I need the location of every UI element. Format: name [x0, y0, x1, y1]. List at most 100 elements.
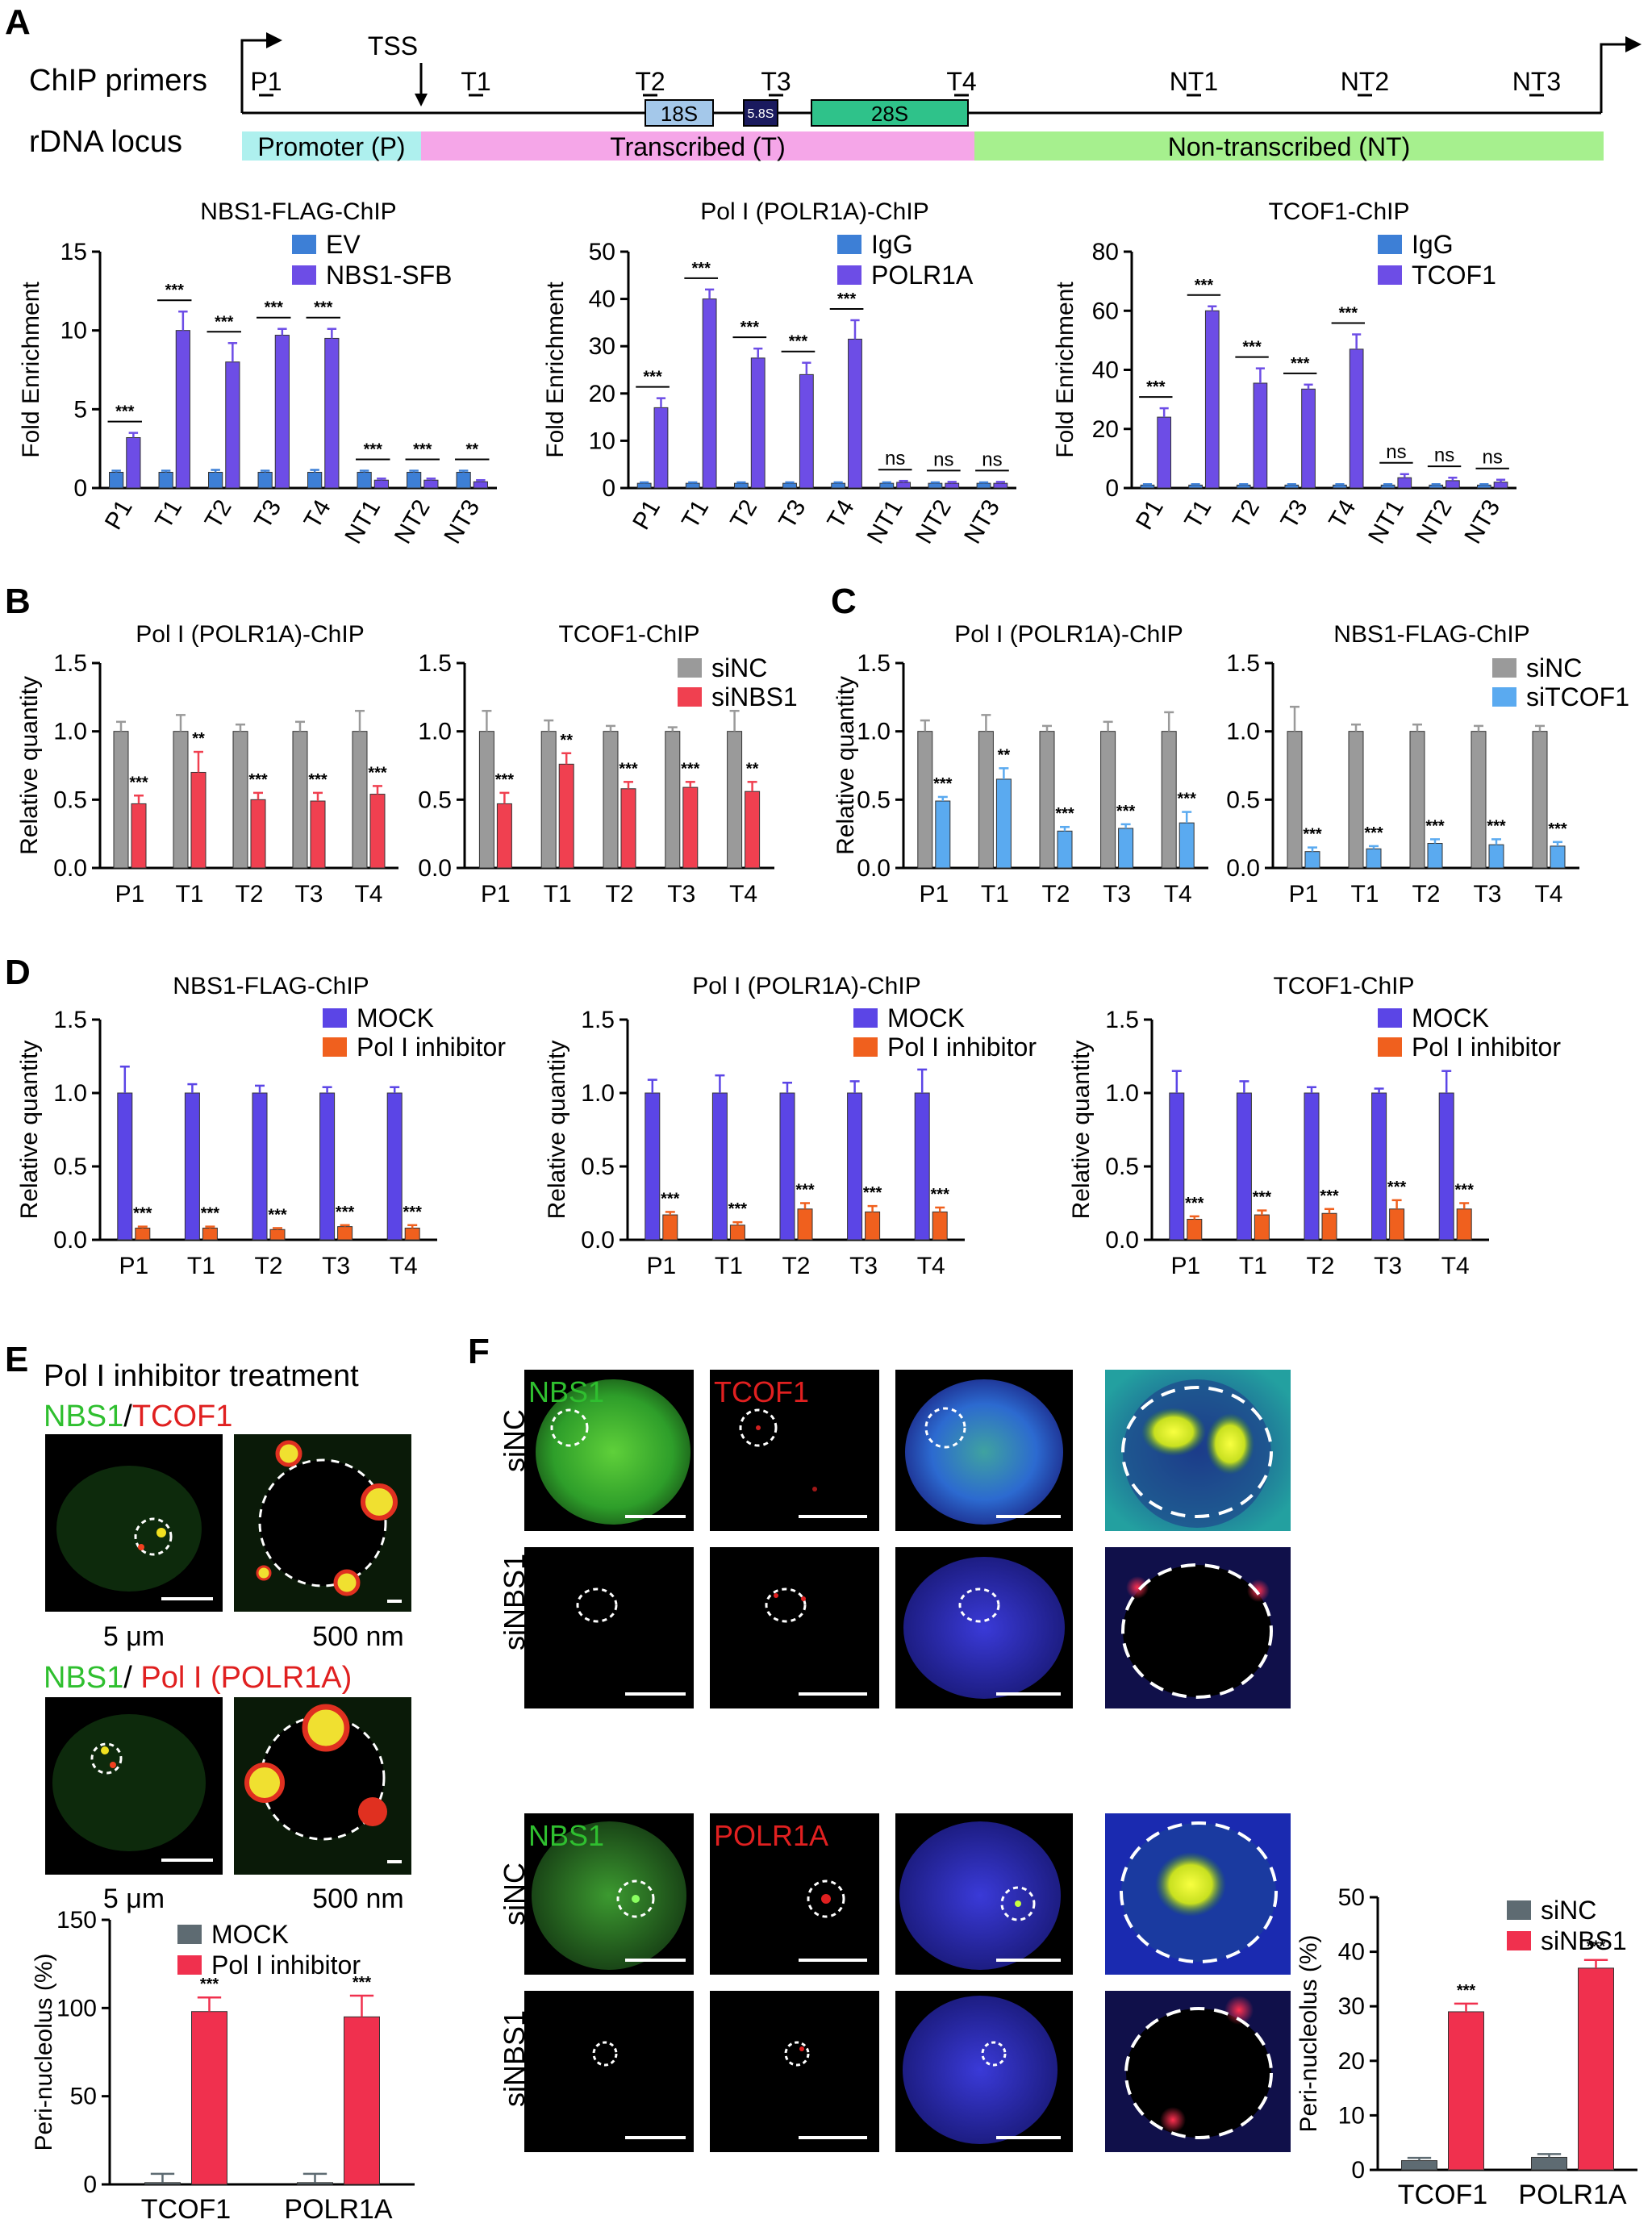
x-tick-label: P1: [919, 881, 949, 907]
x-tick-label: T2: [1306, 1253, 1334, 1279]
x-tick-label: T3: [322, 1253, 350, 1279]
tss-label: TSS: [368, 31, 418, 60]
f-r1-nbs1-nucleus: [536, 1379, 690, 1525]
significance-label: ***: [1457, 1982, 1476, 2000]
bar-control: [173, 731, 189, 869]
y-tick-label: 0.0: [581, 1227, 615, 1254]
panel-label-d: D: [5, 953, 31, 992]
bar-treatment: [1550, 845, 1566, 869]
panel-e-label1: NBS1/TCOF1: [44, 1400, 232, 1433]
bar-treatment: [935, 800, 951, 869]
bar-treatment: [896, 482, 912, 489]
chart-c2-nbs1-flag-chip: NBS1-FLAG-ChIP 0.0 0.5 1.0 1.5 *** P1 *** T1 *** T…: [1226, 621, 1629, 907]
f-r4-polr1a-image: [710, 1991, 879, 2152]
bar-treatment: [225, 361, 240, 489]
f-r2-tcof1-image: [710, 1547, 879, 1708]
panel-label-f: F: [468, 1332, 490, 1371]
significance-label: ***: [1487, 817, 1506, 835]
f-r3-merge-spot: [1015, 1900, 1021, 1907]
y-tick-label: 1.5: [857, 650, 891, 677]
x-tick-label: T2: [200, 495, 237, 533]
x-tick-label: T4: [1164, 881, 1192, 907]
significance-label: ***: [740, 319, 760, 336]
legend-swatch: [678, 658, 702, 678]
chart-title: NBS1-FLAG-ChIP: [173, 973, 369, 999]
bar-treatment: [558, 763, 574, 869]
legend-swatch: [1378, 235, 1402, 254]
y-tick-label: 0.5: [857, 786, 891, 813]
bar-control: [685, 482, 700, 489]
x-tick-label: T4: [1441, 1253, 1470, 1279]
bar-treatment: [373, 479, 389, 489]
significance-label: ***: [368, 764, 387, 782]
y-tick-label: 50: [70, 2084, 97, 2110]
x-tick-label: T3: [1103, 881, 1131, 907]
f-r1-zoom-blob-2: [1206, 1413, 1254, 1475]
f-r1-tcof1-circle: [739, 1408, 778, 1447]
region-promoter-label: Promoter (P): [257, 132, 405, 161]
e-spot-2: [138, 1544, 144, 1550]
bar-control: [1284, 484, 1299, 489]
promoter-arrow-right: [1600, 43, 1625, 113]
f-r4-merge-circle: [981, 2041, 1007, 2067]
x-tick-label: T2: [1228, 495, 1265, 533]
bar-treatment: [799, 373, 814, 489]
x-tick-label: T2: [605, 881, 633, 907]
bar-treatment: [250, 799, 266, 869]
bar-treatment: [1304, 851, 1320, 869]
legend-label: EV: [326, 230, 361, 259]
e-spot-3: [101, 1746, 109, 1754]
bar-control: [478, 731, 494, 869]
bar-control: [779, 1092, 795, 1241]
label1-red: TCOF1: [132, 1400, 233, 1433]
bar-control: [636, 482, 652, 489]
f-r3-nbs1-label: NBS1: [528, 1819, 604, 1852]
x-tick-label: T4: [917, 1253, 945, 1279]
significance-label: ***: [1425, 817, 1445, 835]
chart-d2-polr1a-chip: Pol I (POLR1A)-ChIP Relative quantity 0.0 0…: [544, 973, 1037, 1279]
e-zoom-spot-4: [256, 1565, 272, 1581]
x-tick-label: P1: [628, 495, 665, 534]
chart-title: Pol I (POLR1A)-ChIP: [954, 621, 1183, 648]
legend-label: Pol I inhibitor: [1412, 1033, 1561, 1062]
y-axis-label: Relative quantity: [16, 676, 43, 855]
significance-label: ***: [1116, 803, 1136, 820]
tss-arrowhead: [415, 94, 428, 106]
bar-control: [357, 471, 372, 489]
legend-label: siNC: [1526, 653, 1582, 682]
bar-control: [665, 731, 681, 869]
bar-treatment: [1397, 477, 1412, 489]
y-tick-label: 1.0: [1226, 719, 1260, 745]
bar-treatment: [797, 1208, 813, 1241]
f-r4-zoom-spot-1: [1224, 1996, 1254, 2025]
bar-control: [1169, 1092, 1185, 1241]
bar-control: [1348, 731, 1364, 869]
bar-treatment: [1427, 843, 1443, 869]
legend-swatch: [853, 1008, 878, 1028]
bar-treatment: [1446, 480, 1460, 489]
bar-control: [307, 471, 323, 489]
bar-control: [1333, 484, 1347, 489]
x-tick-label: T2: [725, 495, 762, 533]
bar-treatment: [369, 794, 386, 869]
y-tick-label: 0.5: [53, 1154, 87, 1180]
panel-label-c: C: [831, 582, 857, 621]
x-tick-label: NT2: [1412, 495, 1458, 549]
label2-green: NBS1: [44, 1661, 123, 1695]
bar-treatment: [932, 1211, 948, 1241]
x-tick-label: T1: [1179, 495, 1216, 533]
significance-label: ***: [336, 1204, 355, 1221]
bar-control: [727, 731, 743, 869]
bar-control: [917, 731, 933, 869]
primer-label-nt3: NT3: [1512, 67, 1561, 96]
y-tick-label: 1.5: [53, 650, 87, 677]
x-tick-label: T2: [1041, 881, 1070, 907]
bar-control: [1161, 731, 1177, 869]
y-tick-label: 0.0: [1105, 1227, 1139, 1254]
f-r2-tcof1-spot2: [801, 1596, 806, 1601]
f-r3-nbs1-spot: [632, 1895, 640, 1903]
legend-label: Pol I inhibitor: [211, 1950, 361, 1980]
x-tick-label: T2: [235, 881, 263, 907]
y-tick-label: 40: [1092, 357, 1119, 384]
